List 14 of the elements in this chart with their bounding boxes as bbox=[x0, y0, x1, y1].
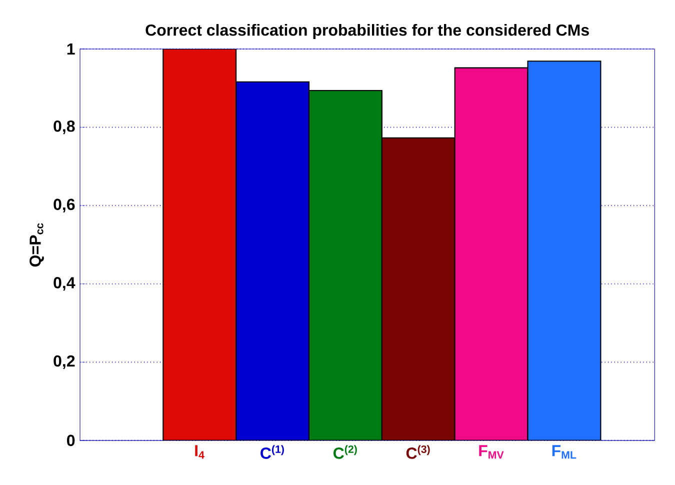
y-tick-label: 0 bbox=[67, 434, 75, 446]
y-tick-label: 0,4 bbox=[54, 277, 76, 291]
y-tick-label: 0,2 bbox=[54, 355, 75, 369]
chart-title: Correct classification probabilities for the considered CMs bbox=[146, 24, 589, 39]
x-tick-label: F$_{MV}$ bbox=[479, 445, 504, 459]
x-tick-label: F$_{ML}$ bbox=[552, 445, 576, 459]
x-tick-label: C$^{(2)}$ bbox=[333, 445, 357, 459]
x-tick-label: C$^{(3)}$ bbox=[406, 445, 430, 459]
y-axis-title: Q=P$_{cc}$ bbox=[30, 223, 44, 267]
x-tick-label: C$^{(1)}$ bbox=[260, 445, 284, 459]
y-tick-label: 0,8 bbox=[54, 120, 75, 134]
y-tick-label: 1 bbox=[67, 44, 75, 54]
y-tick-label: 0,6 bbox=[54, 198, 75, 212]
x-tick-label: I$_{4}$ bbox=[195, 445, 204, 459]
